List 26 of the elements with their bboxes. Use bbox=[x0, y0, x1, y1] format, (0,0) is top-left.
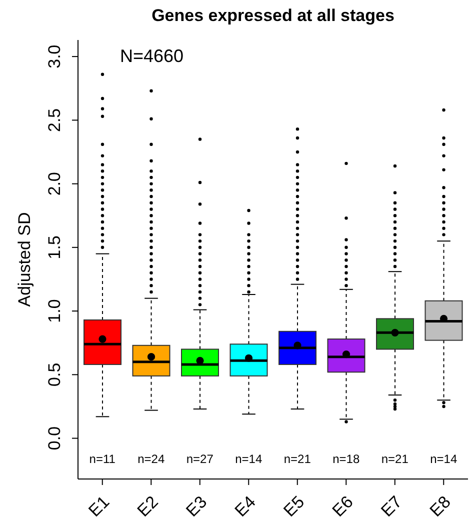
x-tick-label: E4 bbox=[231, 492, 260, 520]
y-tick-label: 1.0 bbox=[45, 299, 64, 323]
annotation: n=24 bbox=[138, 452, 165, 466]
annotation: n=14 bbox=[235, 452, 262, 466]
y-tick-label: 0.0 bbox=[45, 426, 64, 450]
x-tick-label: E2 bbox=[134, 492, 162, 520]
x-tick-label: E6 bbox=[328, 492, 357, 520]
annotation: n=21 bbox=[381, 452, 409, 466]
y-tick-label: 1.5 bbox=[45, 236, 64, 260]
y-axis-title: Adjusted SD bbox=[15, 212, 34, 307]
x-tick-label: E8 bbox=[426, 492, 454, 520]
annotation: n=11 bbox=[89, 452, 116, 466]
x-tick-label: E5 bbox=[280, 492, 308, 520]
y-tick-label: 2.5 bbox=[45, 108, 64, 132]
x-tick-label: E3 bbox=[182, 492, 211, 520]
y-tick-label: 2.0 bbox=[45, 172, 64, 196]
annotation: N=4660 bbox=[120, 46, 184, 67]
annotation: n=27 bbox=[186, 452, 214, 466]
y-tick-label: 0.5 bbox=[45, 362, 64, 386]
annotation: n=21 bbox=[284, 452, 312, 466]
x-tick-label: E1 bbox=[84, 492, 114, 520]
x-tick-label: E7 bbox=[377, 492, 406, 520]
chart-title: Genes expressed at all stages bbox=[150, 6, 396, 26]
annotation: n=18 bbox=[332, 452, 360, 466]
y-tick-label: 3.0 bbox=[45, 44, 64, 68]
annotation: n=14 bbox=[430, 452, 458, 466]
